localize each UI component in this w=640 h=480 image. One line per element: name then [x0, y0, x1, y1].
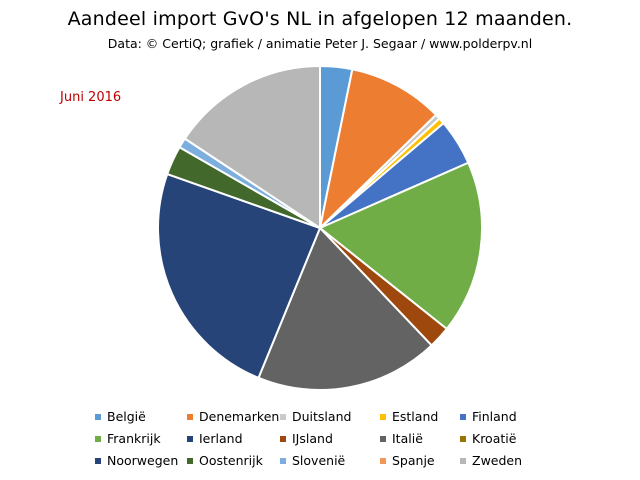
legend-label: Italië	[392, 431, 423, 446]
legend-label: Slovenië	[292, 453, 346, 468]
pie-slice-frankrijk	[319, 161, 483, 330]
legend-swatch	[460, 413, 466, 420]
legend-label: Estland	[392, 409, 439, 424]
legend-item-frankrijk: Frankrijk	[95, 431, 161, 447]
legend-swatch	[380, 413, 386, 420]
legend-item-noorwegen: Noorwegen	[95, 453, 178, 469]
legend-item-ierland: Ierland	[187, 431, 243, 447]
legend-swatch	[460, 457, 466, 464]
legend-swatch	[95, 413, 101, 420]
legend-label: Ierland	[199, 431, 243, 446]
legend-item-italië: Italië	[380, 431, 423, 447]
chart-title: Aandeel import GvO's NL in afgelopen 12 …	[67, 8, 573, 30]
pie-slice-denemarken	[319, 68, 437, 229]
legend-label: Noorwegen	[107, 453, 179, 468]
legend-label: Zweden	[472, 453, 523, 468]
legend-item-duitsland: Duitsland	[280, 409, 351, 425]
legend-swatch	[187, 413, 193, 420]
pie-slice-italië	[257, 227, 433, 391]
legend-item-finland: Finland	[460, 409, 517, 425]
chart-subtitle: Data: © CertiQ; grafiek / animatie Peter…	[107, 36, 533, 51]
legend-swatch	[380, 435, 386, 442]
legend-label: Frankrijk	[107, 431, 161, 446]
legend-item-denemarken: Denemarken	[187, 409, 279, 425]
legend-swatch	[280, 435, 286, 442]
legend-label: Oostenrijk	[199, 453, 263, 468]
legend-swatch	[95, 435, 101, 442]
legend-label: IJsland	[292, 431, 333, 446]
legend-item-estland: Estland	[380, 409, 438, 425]
legend-swatch	[280, 457, 286, 464]
legend-label: Duitsland	[292, 409, 352, 424]
pie-chart	[157, 65, 483, 391]
legend-item-belgië: België	[95, 409, 146, 425]
legend-swatch	[380, 457, 386, 464]
legend-item-spanje: Spanje	[380, 453, 435, 469]
period-annotation: Juni 2016	[60, 90, 122, 105]
pie-slice-noorwegen	[157, 173, 321, 379]
legend-swatch	[187, 457, 193, 464]
legend-swatch	[187, 435, 193, 442]
legend-label: Kroatië	[472, 431, 517, 446]
legend-item-zweden: Zweden	[460, 453, 522, 469]
legend-swatch	[95, 457, 101, 464]
legend-item-oostenrijk: Oostenrijk	[187, 453, 263, 469]
legend-swatch	[280, 413, 286, 420]
legend-label: Spanje	[392, 453, 435, 468]
pie-slice-zweden	[183, 65, 321, 229]
legend-item-kroatië: Kroatië	[460, 431, 516, 447]
legend-item-slovenië: Slovenië	[280, 453, 345, 469]
legend-label: België	[107, 409, 146, 424]
legend-item-ijsland: IJsland	[280, 431, 333, 447]
legend-label: Finland	[472, 409, 517, 424]
legend-label: Denemarken	[199, 409, 280, 424]
legend-swatch	[460, 435, 466, 442]
